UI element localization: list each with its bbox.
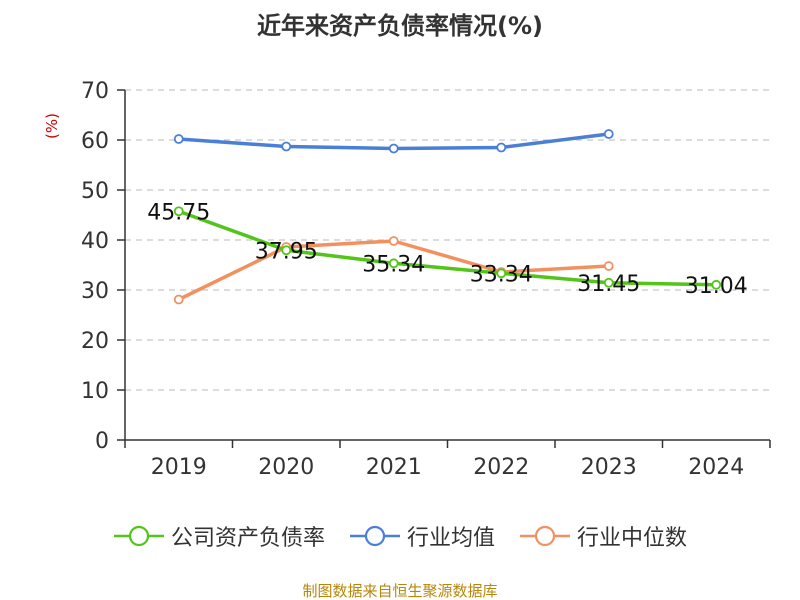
x-tick-label: 2021 xyxy=(366,455,422,480)
data-source-note: 制图数据来自恒生聚源数据库 xyxy=(302,582,498,600)
data-point xyxy=(173,134,184,144)
axis-layer: 0 10 20 30 40 50 60 70 2019 2020 2021 2022 2023 2024 xyxy=(81,79,771,480)
y-tick-label: 20 xyxy=(81,329,109,354)
data-label: 31.45 xyxy=(577,272,640,297)
legend-item[interactable]: 行业均值 xyxy=(349,520,495,552)
data-label: 35.34 xyxy=(362,252,425,277)
data-point xyxy=(388,236,399,246)
data-point xyxy=(173,294,184,305)
data-point xyxy=(603,129,614,139)
y-tick-label: 30 xyxy=(81,279,109,304)
y-tick-label: 10 xyxy=(81,379,109,404)
x-tick-label: 2020 xyxy=(258,455,314,480)
legend-label: 行业中位数 xyxy=(577,526,688,551)
series-layer xyxy=(173,129,722,305)
x-tick-label: 2023 xyxy=(581,455,637,480)
data-label: 31.04 xyxy=(685,274,748,299)
data-point xyxy=(173,206,184,217)
data-label: 37.95 xyxy=(255,239,318,264)
data-label: 45.75 xyxy=(147,200,210,225)
x-tick-label: 2019 xyxy=(151,455,207,480)
legend-label: 公司资产负债率 xyxy=(170,526,325,551)
series-line xyxy=(178,209,717,287)
data-point xyxy=(496,142,507,153)
legend-label: 行业均值 xyxy=(406,526,495,551)
legend: 公司资产负债率 行业均值 行业中位数 xyxy=(0,520,800,552)
legend-item[interactable]: 公司资产负债率 xyxy=(113,520,325,552)
data-label: 33.34 xyxy=(470,262,533,287)
y-tick-label: 70 xyxy=(81,79,109,104)
grid-layer xyxy=(125,89,770,391)
data-point xyxy=(388,143,399,154)
x-tick-label: 2022 xyxy=(473,455,529,480)
data-point xyxy=(603,261,614,271)
data-point xyxy=(281,141,292,152)
legend-item[interactable]: 行业中位数 xyxy=(519,520,687,552)
data-point xyxy=(711,279,722,290)
data-label-layer: 45.75 37.95 35.34 33.34 31.45 31.04 xyxy=(147,200,747,299)
y-tick-label: 60 xyxy=(81,129,109,154)
data-point xyxy=(388,258,399,269)
data-point xyxy=(496,268,507,279)
legend-swatch-icon xyxy=(520,525,570,547)
data-point xyxy=(603,277,614,288)
legend-swatch-icon xyxy=(113,525,164,547)
y-tick-label: 50 xyxy=(81,179,109,204)
y-tick-label: 40 xyxy=(81,229,109,254)
x-tick-label: 2024 xyxy=(688,455,744,480)
chart-title: 近年来资产负债率情况(%) xyxy=(257,12,543,40)
y-tick-label: 0 xyxy=(95,429,109,454)
data-point xyxy=(281,245,292,256)
legend-swatch-icon xyxy=(349,525,400,547)
